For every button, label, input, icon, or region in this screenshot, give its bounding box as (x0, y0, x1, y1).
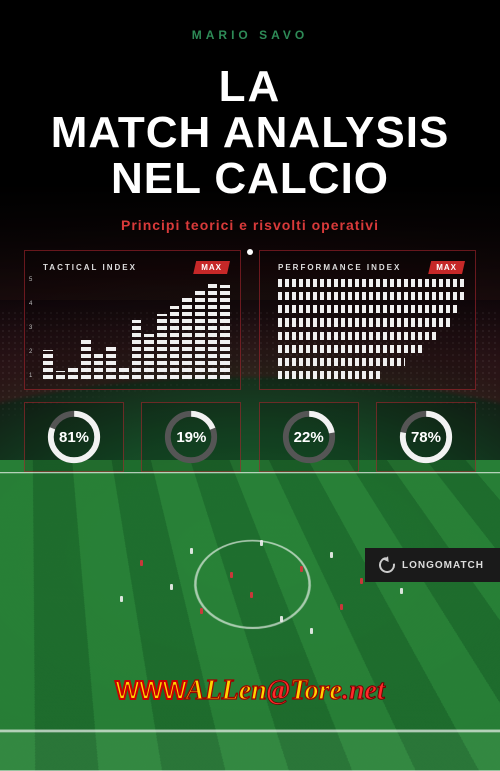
hbar (278, 292, 465, 300)
badge-text: LONGOMATCH (402, 560, 484, 571)
percentage-ring: 81% (24, 402, 124, 472)
bar (68, 365, 78, 379)
logo-dot: . (342, 675, 349, 706)
logo-www: WWW (115, 675, 186, 705)
stopwatch-icon (379, 557, 395, 573)
ring-value: 19% (176, 429, 206, 446)
bar (144, 334, 154, 379)
max-tag-right: MAX (428, 261, 465, 274)
book-title: LA MATCH ANALYSIS NEL CALCIO (0, 64, 500, 203)
bar (132, 320, 142, 379)
bar (182, 297, 192, 379)
hbar (278, 318, 450, 326)
ring-value: 22% (294, 429, 324, 446)
bar (157, 314, 167, 379)
longomatch-badge: LONGOMATCH (365, 548, 500, 582)
bar (208, 281, 218, 379)
max-tag-left: MAX (193, 261, 230, 274)
title-line-1: LA (0, 64, 500, 110)
hbar (278, 279, 465, 287)
hbar (278, 358, 405, 366)
logo-at: @ (267, 675, 290, 706)
y-tick: 5 (29, 277, 32, 283)
percentage-ring: 19% (141, 402, 241, 472)
bar (43, 350, 53, 379)
percentage-ring: 22% (259, 402, 359, 472)
subtitle: Principi teorici e risvolti operativi (0, 217, 500, 233)
y-tick: 1 (29, 373, 32, 379)
hbar (278, 371, 383, 379)
bar (170, 306, 180, 379)
panel-label-right: PERFORMANCE INDEX (278, 263, 401, 272)
publisher-logo: WWWALLen@Tore.net (115, 675, 384, 707)
horizontal-bars (278, 279, 465, 379)
performance-index-panel: PERFORMANCE INDEX MAX (259, 250, 476, 390)
bar (119, 367, 129, 379)
bar (81, 338, 91, 379)
ring-value: 78% (411, 429, 441, 446)
bar (56, 371, 66, 379)
tactical-index-panel: TACTICAL INDEX MAX 5 4 3 2 1 (24, 250, 241, 390)
bar (220, 285, 230, 379)
y-tick: 4 (29, 301, 32, 307)
percentage-ring: 78% (376, 402, 476, 472)
charts-row: TACTICAL INDEX MAX 5 4 3 2 1 PERFORMANCE IND… (24, 250, 476, 390)
bar (106, 344, 116, 379)
bar (94, 352, 104, 379)
percentage-rings-row: 81% 19% 22% 78% (24, 402, 476, 472)
title-line-3: NEL CALCIO (0, 156, 500, 202)
content-layer: MARIO SAVO LA MATCH ANALYSIS NEL CALCIO … (0, 0, 500, 733)
hbar (278, 332, 439, 340)
y-tick: 3 (29, 325, 32, 331)
hbar (278, 305, 458, 313)
hbar (278, 345, 424, 353)
ring-value: 81% (59, 429, 89, 446)
logo-tore: Tore (290, 675, 342, 706)
author-name: MARIO SAVO (0, 28, 500, 42)
y-axis-ticks: 5 4 3 2 1 (29, 277, 32, 379)
logo-allen: ALLen (186, 675, 267, 706)
logo-net: net (349, 675, 385, 706)
vertical-bars (43, 277, 230, 379)
bar (195, 291, 205, 379)
panel-label-left: TACTICAL INDEX (43, 263, 137, 272)
book-cover: MARIO SAVO LA MATCH ANALYSIS NEL CALCIO … (0, 0, 500, 733)
title-line-2: MATCH ANALYSIS (0, 110, 500, 156)
y-tick: 2 (29, 349, 32, 355)
